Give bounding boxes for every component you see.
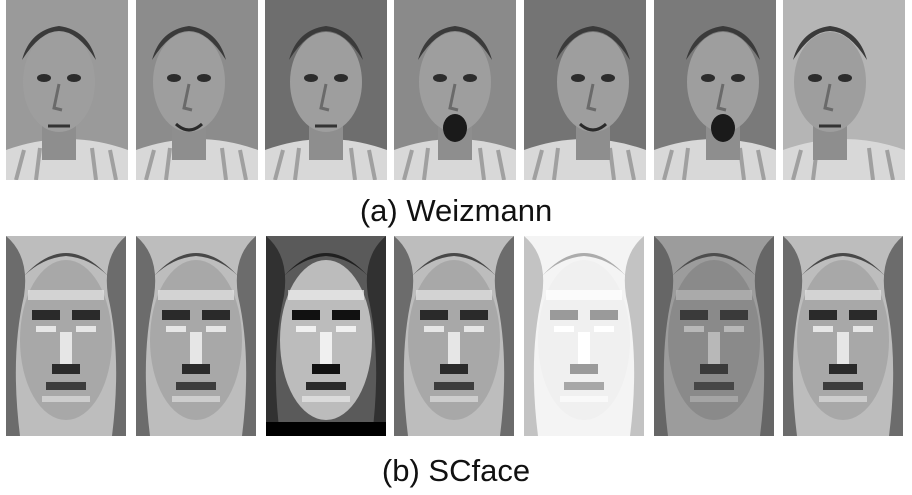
scface-image-row xyxy=(0,236,912,436)
scface-face-image xyxy=(394,236,514,436)
weizmann-face-image xyxy=(136,0,258,180)
scface-face-image xyxy=(524,236,644,436)
weizmann-face-image xyxy=(783,0,905,180)
scface-face-image xyxy=(783,236,903,436)
weizmann-face-image xyxy=(265,0,387,180)
scface-face-image xyxy=(266,236,386,436)
weizmann-face-image xyxy=(524,0,646,180)
scface-face-image xyxy=(654,236,774,436)
caption-scface: (b) SCface xyxy=(381,453,531,488)
weizmann-face-image xyxy=(394,0,516,180)
caption-weizmann: (a) Weizmann xyxy=(359,193,553,228)
scface-face-image xyxy=(6,236,126,436)
weizmann-face-image xyxy=(6,0,128,180)
weizmann-face-image xyxy=(654,0,776,180)
scface-face-image xyxy=(136,236,256,436)
weizmann-image-row xyxy=(0,0,912,180)
